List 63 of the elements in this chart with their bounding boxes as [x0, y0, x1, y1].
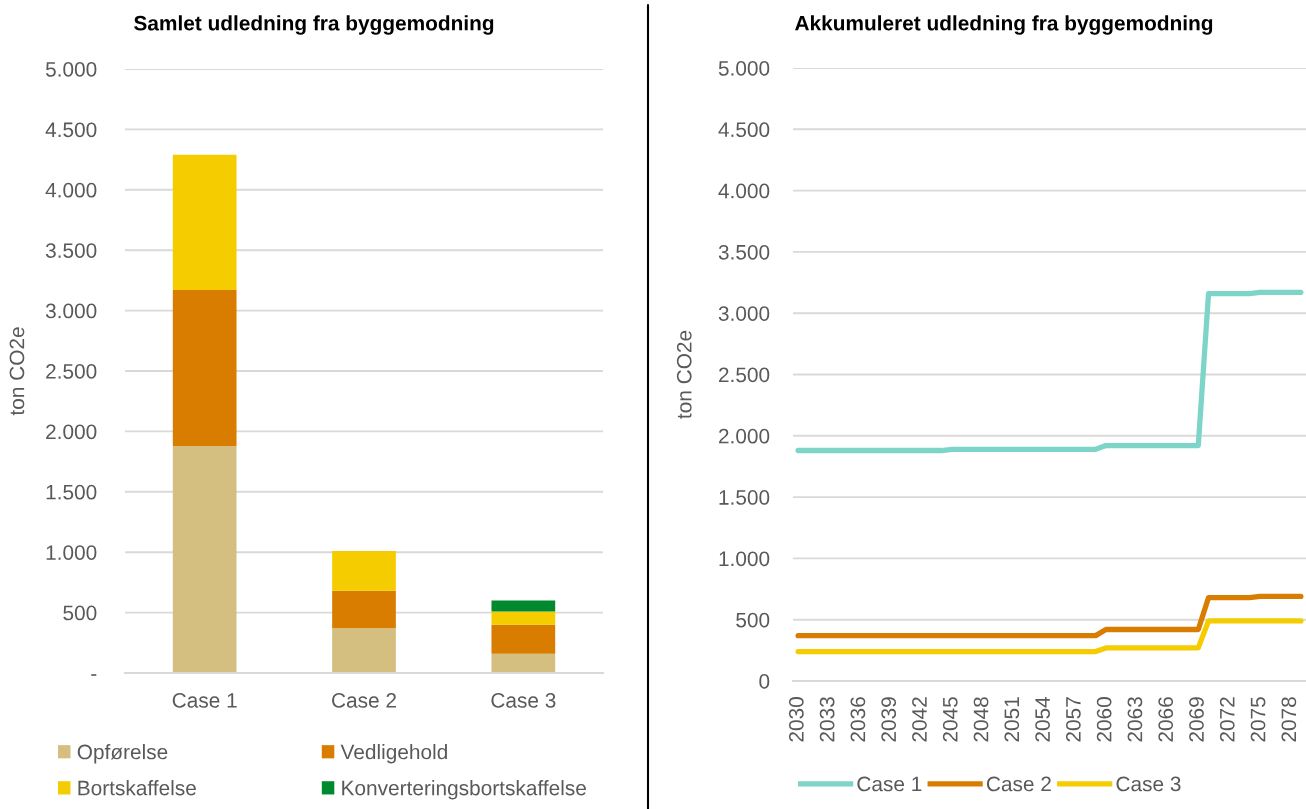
y-axis-title: ton CO2e	[676, 330, 692, 419]
legend-label: Case 1	[857, 776, 922, 792]
legend-label: Case 2	[986, 776, 1051, 792]
x-tick-label: 2051	[1004, 697, 1020, 742]
y-tick-label: 5.000	[718, 61, 770, 76]
bar	[172, 445, 237, 673]
y-tick-label: 2.000	[46, 424, 97, 440]
y-tick-label: 4.000	[45, 182, 97, 198]
x-tick-label: 2036	[850, 697, 866, 742]
x-tick-label: 2075	[1250, 697, 1266, 742]
bar	[172, 290, 237, 446]
y-tick-label: 1.500	[46, 484, 97, 500]
y-tick-label: 4.500	[45, 122, 97, 138]
x-tick-label: 2072	[1219, 697, 1235, 742]
x-tick-label: 2030	[788, 697, 804, 742]
x-tick-label: 2048	[973, 697, 989, 742]
y-tick-label: 5.000	[45, 62, 97, 77]
y-tick-label: 2.500	[719, 367, 770, 383]
bar	[491, 624, 556, 654]
y-tick-label: 1.500	[719, 490, 770, 505]
chart-title: Samlet udledning fra byggemodning	[134, 15, 494, 35]
x-tick-label: Case 3	[491, 692, 556, 708]
y-tick-label: 2.000	[719, 428, 770, 444]
y-axis-title: ton CO2e	[9, 327, 25, 416]
y-tick-label: 500	[63, 605, 97, 621]
y-tick-label: 3.500	[45, 243, 97, 258]
x-tick-label: 2039	[881, 697, 897, 742]
bar	[491, 600, 556, 612]
x-tick-label: 2063	[1127, 697, 1143, 742]
y-tick-label: 0	[759, 674, 770, 689]
y-tick-label: 500	[736, 612, 770, 628]
legend-label: Case 3	[1116, 776, 1181, 792]
bar	[332, 590, 396, 629]
x-tick-label: Case 2	[332, 692, 396, 708]
y-tick-label: 3.500	[718, 244, 770, 260]
x-tick-label: 2054	[1035, 696, 1050, 742]
y-tick-label: 1.000	[46, 545, 97, 560]
x-tick-label: Case 1	[172, 692, 237, 708]
legend-label: Opførelse	[77, 744, 168, 764]
legend-label: Konverteringsbortskaffelse	[342, 780, 586, 800]
x-tick-label: 2042	[912, 697, 927, 742]
x-tick-label: 2060	[1096, 697, 1112, 742]
y-tick-label: 4.000	[718, 183, 770, 199]
y-tick-label: 1.000	[719, 551, 770, 567]
x-tick-label: 2057	[1065, 697, 1081, 742]
chart-title: Akkumuleret udledning fra byggemodning	[795, 15, 1213, 35]
bar	[491, 653, 556, 673]
y-tick-label: 4.500	[718, 122, 770, 138]
bar	[172, 154, 237, 291]
legend-label: Vedligehold	[340, 744, 447, 764]
x-tick-label: 2045	[942, 697, 958, 742]
y-tick-label: 3.000	[718, 306, 770, 321]
bar	[332, 550, 396, 591]
x-tick-label: 2066	[1158, 697, 1174, 742]
x-tick-label: 2078	[1281, 697, 1297, 742]
legend-label: Bortskaffelse	[78, 780, 196, 796]
bar	[332, 628, 396, 673]
x-tick-label: 2069	[1189, 697, 1204, 742]
x-tick-label: 2033	[819, 697, 835, 742]
y-tick-label: 2.500	[46, 364, 97, 379]
bar	[491, 611, 556, 625]
y-tick-label: 3.000	[45, 303, 97, 319]
y-tick-label: -	[91, 674, 97, 676]
